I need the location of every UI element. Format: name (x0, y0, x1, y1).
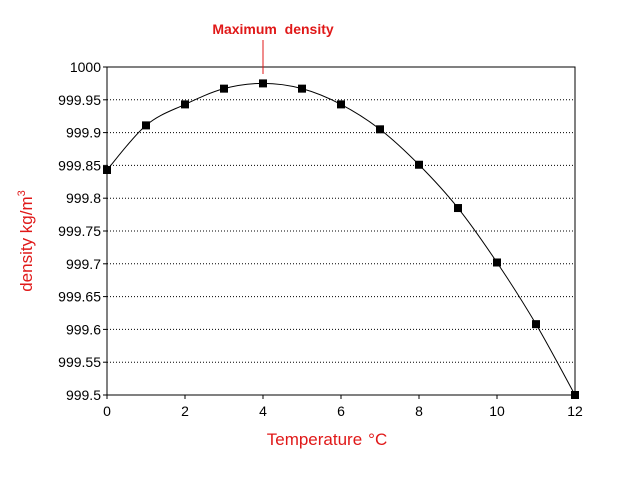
x-tick-label: 10 (489, 403, 505, 419)
data-point-marker (142, 121, 150, 130)
y-axis-title: density kg/m3 (16, 190, 36, 292)
x-tick-label: 0 (103, 403, 111, 419)
x-tick-label: 2 (181, 403, 189, 419)
data-point-marker (298, 84, 306, 93)
x-axis-title: Temperature °C (267, 430, 388, 449)
data-point-marker (259, 79, 267, 88)
x-axis-ticks: 0 2 4 6 8 10 12 (103, 395, 583, 419)
y-tick-label: 999.85 (58, 157, 101, 173)
y-tick-label: 999.95 (58, 92, 101, 108)
data-point-marker (532, 320, 540, 329)
data-point-marker (376, 125, 384, 134)
y-tick-label: 999.8 (66, 190, 101, 206)
y-tick-label: 999.65 (58, 289, 101, 305)
x-tick-label: 4 (259, 403, 267, 419)
data-point-marker (103, 165, 111, 174)
gridlines (107, 99, 575, 363)
data-point-marker (337, 100, 345, 109)
annotation-maximum-density: Maximum density (212, 21, 334, 37)
data-point-marker (415, 160, 423, 169)
data-point-marker (181, 100, 189, 109)
y-tick-label: 999.9 (66, 125, 101, 141)
y-tick-label: 999.6 (66, 321, 101, 337)
data-markers (103, 79, 579, 399)
data-point-marker (220, 84, 228, 93)
data-point-marker (493, 258, 501, 267)
x-tick-label: 12 (567, 403, 583, 419)
y-tick-label: 1000 (70, 59, 101, 75)
data-point-marker (454, 204, 462, 213)
density-line (106, 82, 576, 396)
y-tick-label: 999.55 (58, 354, 101, 370)
y-tick-label: 999.7 (66, 256, 101, 272)
y-axis-ticks: 999.5 999.55 999.6 999.65 999.7 999.75 999.8 99… (58, 59, 107, 403)
x-tick-label: 8 (415, 403, 423, 419)
data-point-marker (571, 391, 579, 399)
y-tick-label: 999.5 (66, 387, 101, 403)
x-tick-label: 6 (337, 403, 345, 419)
y-tick-label: 999.75 (58, 223, 101, 239)
